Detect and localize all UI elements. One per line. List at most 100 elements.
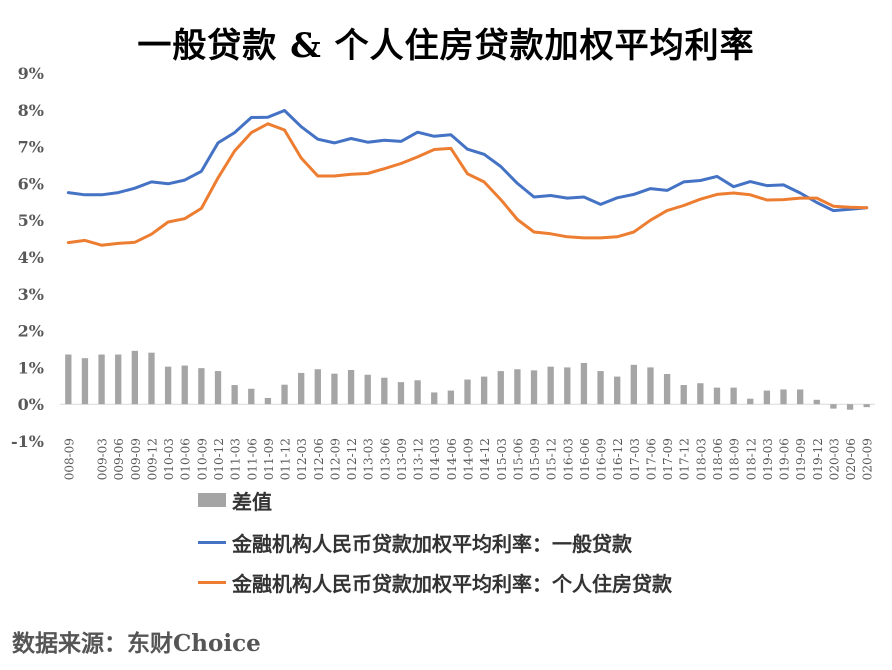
data-source: 数据来源：东财Choice	[12, 630, 261, 657]
bar-diff	[65, 354, 72, 405]
x-tick-label: 2020-09	[861, 438, 875, 480]
bar-diff	[480, 376, 488, 405]
bar-diff	[680, 385, 687, 405]
bar-diff	[148, 352, 155, 405]
x-tick-label: 2010-09	[195, 438, 209, 480]
x-tick-label: 2011-12	[279, 438, 293, 480]
bar-diff	[447, 390, 455, 405]
legend-label-housing: 金融机构人民币贷款加权平均利率：个人住房贷款	[232, 572, 672, 596]
bar-diff	[796, 389, 804, 405]
x-tick-label: 2015-09	[528, 438, 542, 480]
bar-diff	[580, 362, 588, 405]
x-tick-label: 2017-06	[644, 438, 658, 480]
x-tick-label: 2010-03	[162, 438, 176, 480]
y-tick-label: 4%	[18, 248, 44, 267]
bar-diff	[381, 377, 388, 405]
x-tick-label: 2014-06	[445, 438, 459, 480]
x-tick-label: 2018-06	[711, 438, 725, 480]
bar-diff	[530, 370, 538, 405]
x-tick-label: 2012-09	[328, 438, 342, 480]
legend-swatch-diff	[198, 493, 226, 507]
x-tick-label: 2015-12	[545, 438, 559, 480]
x-tick-label: 2020-06	[844, 438, 858, 480]
bar-diff	[713, 387, 721, 405]
bar-diff	[347, 369, 355, 405]
bar-diff	[198, 368, 205, 405]
y-tick-label: 7%	[18, 138, 44, 157]
line-housing-loan	[66, 122, 869, 247]
x-tick-label: 2013-09	[395, 438, 409, 480]
x-tick-label: 2011-06	[245, 438, 259, 480]
x-tick-label: 2013-03	[362, 438, 376, 480]
x-tick-label: 2016-03	[561, 438, 575, 480]
x-tick-label: 2015-03	[495, 438, 509, 480]
legend-swatch-general	[198, 541, 226, 544]
x-tick-label: 2018-09	[728, 438, 742, 480]
y-tick-label: 0%	[18, 395, 44, 414]
x-tick-label: 2017-09	[661, 438, 675, 480]
bar-diff	[663, 374, 671, 405]
bar-diff	[298, 372, 305, 405]
y-tick-label: 6%	[18, 174, 44, 193]
bar-diff	[863, 404, 870, 408]
y-tick-label: 5%	[18, 211, 44, 230]
x-tick-label: 2011-03	[229, 438, 243, 480]
bar-diff	[431, 392, 438, 405]
x-tick-label: 2017-12	[678, 438, 692, 480]
y-tick-label: 9%	[18, 64, 44, 83]
chart-plot: -1% 0% 1% 2% 3% 4% 5% 6% 7% 8% 9% 2008-09 2009-03 20…	[11, 64, 875, 480]
x-tick-label: 2009-03	[96, 438, 110, 480]
x-tick-label: 2009-09	[129, 438, 143, 480]
bar-diff	[131, 350, 139, 405]
bar-diff	[464, 379, 471, 405]
x-axis: 2008-09 2009-03 2009-06 2009-09 2009-12 2010-…	[62, 438, 874, 480]
bar-diff	[597, 371, 604, 405]
bar-diff	[414, 380, 421, 405]
bar-diff	[780, 389, 787, 405]
bar-diff	[214, 371, 222, 405]
legend-swatch-housing	[198, 581, 226, 584]
bar-diff	[813, 399, 820, 405]
chart-title: 一般贷款 & 个人住房贷款加权平均利率	[137, 26, 755, 66]
bar-diff	[497, 371, 504, 405]
x-tick-label: 2012-03	[295, 438, 309, 480]
x-tick-label: 2013-12	[412, 438, 426, 480]
legend-label-diff: 差值	[232, 490, 272, 514]
x-tick-label: 2018-03	[694, 438, 708, 480]
x-tick-label: 2010-06	[179, 438, 193, 480]
x-tick-label: 2012-06	[312, 438, 326, 480]
bar-diff	[697, 383, 704, 405]
bar-diff	[730, 387, 737, 405]
x-tick-label: 2012-12	[345, 438, 359, 480]
legend-label-general: 金融机构人民币贷款加权平均利率：一般贷款	[232, 532, 632, 556]
bar-diff	[564, 367, 571, 405]
bar-diff	[81, 358, 89, 405]
y-tick-label: 2%	[18, 322, 44, 341]
y-tick-label: -1%	[11, 432, 44, 451]
bar-diff	[364, 374, 371, 405]
line-general-loan	[66, 109, 869, 213]
x-tick-label: 2019-09	[794, 438, 808, 480]
bar-diff	[830, 404, 837, 409]
y-tick-label: 1%	[18, 358, 44, 377]
bar-diff	[314, 369, 321, 405]
y-tick-label: 8%	[18, 101, 44, 120]
bar-diff	[164, 366, 172, 405]
bar-diff	[281, 384, 288, 405]
x-tick-label: 2014-09	[462, 438, 476, 480]
bar-diff	[846, 404, 854, 410]
bar-diff	[747, 398, 754, 405]
y-tick-label: 3%	[18, 285, 44, 304]
bar-diff	[614, 376, 621, 405]
x-tick-label: 2019-03	[761, 438, 775, 480]
bar-diff	[647, 367, 654, 405]
bar-diff	[248, 388, 255, 405]
line-series	[66, 109, 869, 247]
x-tick-label: 2017-03	[628, 438, 642, 480]
x-tick-label: 2014-12	[478, 438, 492, 480]
x-tick-label: 2015-06	[511, 438, 525, 480]
x-tick-label: 2020-03	[827, 438, 841, 480]
x-tick-label: 2010-12	[212, 438, 226, 480]
x-tick-label: 2009-06	[112, 438, 126, 480]
bar-diff	[264, 397, 272, 405]
